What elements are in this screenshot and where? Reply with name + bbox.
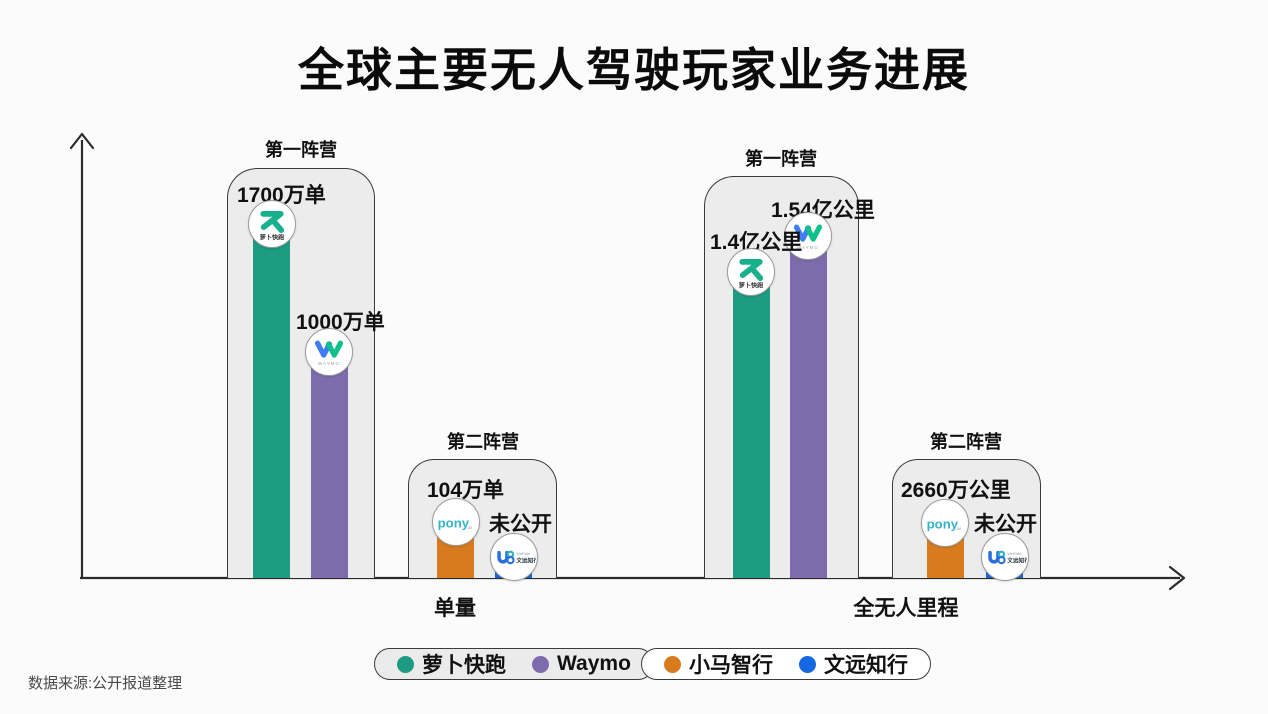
weride-legend-dot	[799, 655, 816, 673]
waymo-legend-dot	[532, 655, 549, 673]
bar-apollo-orders	[253, 226, 290, 578]
weride-logo: WeRide 文远知行	[981, 533, 1029, 581]
legend-item-weride: 文远知行	[799, 649, 908, 679]
svg-text:.ai: .ai	[467, 525, 472, 531]
apollo-go-logo: 萝卜快跑	[727, 248, 775, 296]
value-label-apollo-orders: 1700万单	[237, 184, 326, 207]
value-label-waymo-orders: 1000万单	[296, 311, 385, 334]
value-label-apollo-mileage: 1.4亿公里	[710, 231, 803, 254]
tier-label-mileage-first: 第一阵营	[745, 149, 817, 169]
bar-apollo-mileage	[733, 272, 770, 578]
svg-text:WeRide: WeRide	[1007, 551, 1022, 556]
bar-waymo-mileage	[790, 236, 827, 578]
waymo-logo: WAYMO	[784, 212, 832, 260]
legend-item-pony: 小马智行	[664, 649, 773, 679]
legend-item-apollo: 萝卜快跑	[397, 649, 506, 679]
value-label-pony-mileage: 2660万公里	[901, 479, 1011, 502]
x-axis-label-orders: 单量	[434, 597, 476, 620]
apollo-go-logo: 萝卜快跑	[248, 200, 296, 248]
tier-label-orders-first: 第一阵营	[265, 140, 337, 160]
svg-text:文远知行: 文远知行	[1007, 556, 1027, 564]
legend-label-apollo: 萝卜快跑	[422, 654, 506, 677]
svg-text:.ai: .ai	[956, 526, 961, 532]
svg-text:pony: pony	[927, 516, 959, 531]
svg-text:WAYMO: WAYMO	[797, 245, 819, 250]
pony-ai-logo: pony .ai	[432, 498, 480, 546]
waymo-logo: WAYMO	[305, 328, 353, 376]
legend-label-waymo: Waymo	[557, 652, 631, 675]
value-label-weride-orders: 未公开	[489, 513, 552, 536]
svg-text:萝卜快跑: 萝卜快跑	[260, 233, 285, 241]
value-label-pony-orders: 104万单	[427, 479, 505, 502]
svg-text:WeRide: WeRide	[516, 551, 531, 556]
pony-legend-dot	[664, 655, 681, 673]
pony-ai-logo: pony .ai	[921, 499, 969, 547]
weride-logo: WeRide 文远知行	[490, 533, 538, 581]
apollo-legend-dot	[397, 655, 414, 673]
svg-text:pony: pony	[438, 515, 470, 530]
data-source-note: 数据来源:公开报道整理	[28, 675, 183, 692]
tier-label-orders-second: 第二阵营	[447, 432, 519, 452]
value-label-weride-mileage: 未公开	[974, 513, 1037, 536]
svg-text:WAYMO: WAYMO	[318, 361, 340, 366]
x-axis-label-mileage: 全无人里程	[853, 597, 959, 620]
tier-label-mileage-second: 第二阵营	[930, 432, 1002, 452]
legend-label-pony: 小马智行	[689, 654, 773, 677]
bar-waymo-orders	[311, 352, 348, 578]
svg-text:萝卜快跑: 萝卜快跑	[739, 281, 764, 289]
tier-box-mileage-first	[704, 176, 859, 578]
svg-text:文远知行: 文远知行	[516, 556, 536, 564]
legend-label-weride: 文远知行	[824, 654, 908, 677]
legend-item-waymo: Waymo	[532, 652, 631, 676]
legend-group-second-tier: 小马智行 文远知行	[641, 648, 931, 680]
page-title: 全球主要无人驾驶玩家业务进展	[298, 44, 970, 96]
legend-group-first-tier: 萝卜快跑 Waymo	[374, 648, 654, 680]
